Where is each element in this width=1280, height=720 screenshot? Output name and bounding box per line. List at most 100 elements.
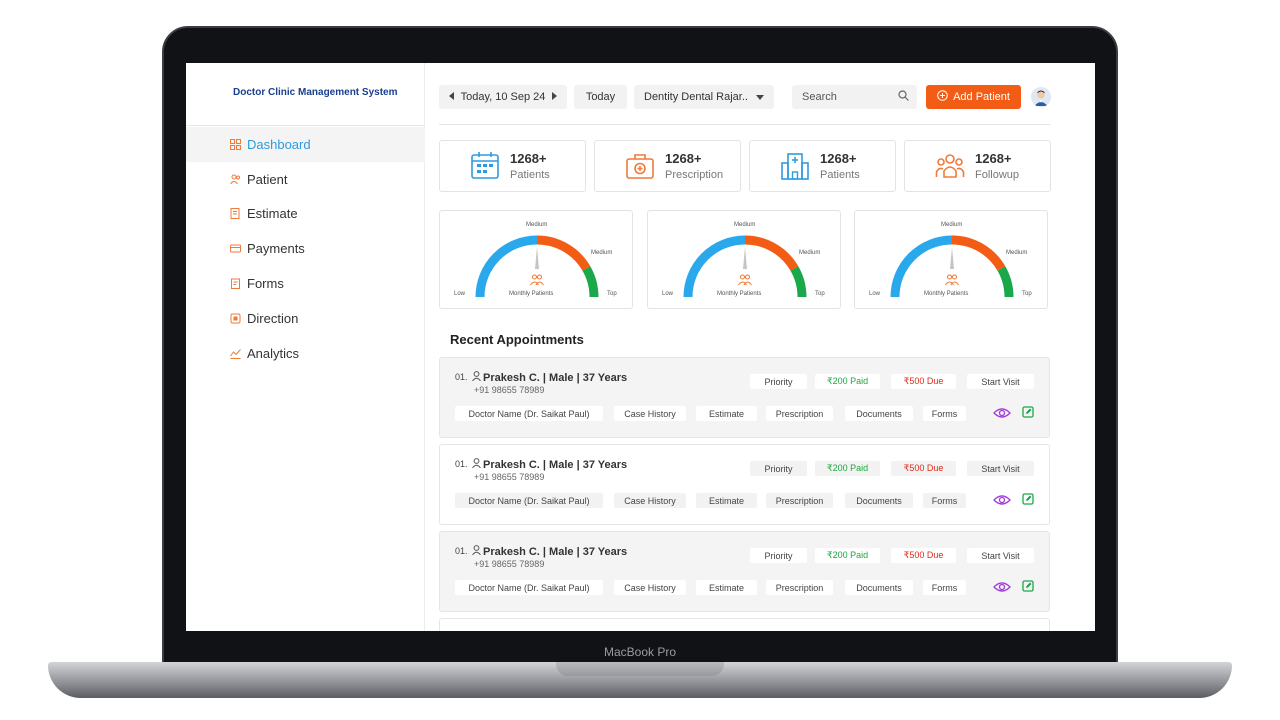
sidebar-item-estimate[interactable]: Estimate bbox=[186, 197, 425, 232]
edit-icon[interactable] bbox=[1022, 493, 1034, 505]
patient-name[interactable]: Prakesh C. | Male | 37 Years bbox=[472, 371, 627, 384]
appointment-number: 01. bbox=[455, 546, 468, 556]
sidebar-item-dashboard[interactable]: Dashboard bbox=[186, 127, 425, 162]
patient-name-text: Prakesh C. | Male | 37 Years bbox=[483, 458, 628, 471]
stat-label: Prescription bbox=[665, 169, 724, 181]
sidebar-item-analytics[interactable]: Analytics bbox=[186, 336, 425, 371]
gauge-top-label: Top bbox=[1022, 291, 1032, 297]
user-icon bbox=[472, 458, 481, 471]
patient-name[interactable]: Prakesh C. | Male | 37 Years bbox=[472, 458, 627, 471]
documents-button[interactable]: Documents bbox=[845, 493, 913, 508]
due-tag: ₹500 Due bbox=[891, 461, 956, 476]
prescription-button[interactable]: Prescription bbox=[766, 493, 833, 508]
payments-icon bbox=[230, 243, 241, 254]
search-input[interactable]: Search bbox=[792, 85, 917, 109]
paid-tag: ₹200 Paid bbox=[815, 461, 880, 476]
edit-icon[interactable] bbox=[1022, 580, 1034, 592]
start-visit-button[interactable]: Start Visit bbox=[967, 548, 1034, 563]
start-visit-button[interactable]: Start Visit bbox=[967, 461, 1034, 476]
gauge-medium-top-label: Medium bbox=[941, 222, 963, 228]
case-history-button[interactable]: Case History bbox=[614, 493, 686, 508]
sidebar-item-label: Direction bbox=[247, 310, 299, 326]
patient-name-text: Prakesh C. | Male | 37 Years bbox=[483, 371, 628, 384]
case-history-button[interactable]: Case History bbox=[614, 580, 686, 595]
gauge-card: Medium Medium Low Top Monthly Patients bbox=[854, 210, 1048, 309]
case-history-button[interactable]: Case History bbox=[614, 406, 686, 421]
estimate-icon bbox=[230, 208, 241, 220]
sidebar-item-patient[interactable]: Patient bbox=[186, 162, 425, 197]
today-button[interactable]: Today bbox=[574, 85, 627, 109]
forms-button[interactable]: Forms bbox=[923, 580, 966, 595]
eye-icon[interactable] bbox=[993, 580, 1011, 594]
appointment-card: 01. Prakesh C. | Male | 37 Years +91 986… bbox=[439, 444, 1050, 525]
user-icon bbox=[472, 545, 481, 558]
toolbar-divider bbox=[439, 124, 1050, 125]
forms-button[interactable]: Forms bbox=[923, 406, 966, 421]
appointment-card: 01. Prakesh C. | Male | 37 Years +91 986… bbox=[439, 357, 1050, 438]
stat-value: 1268+ bbox=[975, 151, 1012, 166]
sidebar: Doctor Clinic Management System Dashboar… bbox=[186, 63, 425, 631]
forms-button[interactable]: Forms bbox=[923, 493, 966, 508]
doctor-name-tag[interactable]: Doctor Name (Dr. Saikat Paul) bbox=[455, 493, 603, 508]
stat-label: Patients bbox=[510, 169, 550, 181]
gauge-chart bbox=[683, 235, 807, 298]
estimate-button[interactable]: Estimate bbox=[696, 493, 757, 508]
sidebar-item-direction[interactable]: Direction bbox=[186, 301, 425, 336]
add-patient-label: Add Patient bbox=[953, 91, 1010, 103]
sidebar-item-payments[interactable]: Payments bbox=[186, 231, 425, 266]
gauge-medium-right-label: Medium bbox=[591, 250, 613, 256]
eye-icon[interactable] bbox=[993, 493, 1011, 507]
calendar-icon bbox=[470, 151, 500, 181]
patient-name-text: Prakesh C. | Male | 37 Years bbox=[483, 545, 628, 558]
recent-appointments-title: Recent Appointments bbox=[450, 332, 584, 347]
clinic-select[interactable]: Dentity Dental Rajar.. bbox=[634, 85, 774, 109]
documents-button[interactable]: Documents bbox=[845, 406, 913, 421]
estimate-button[interactable]: Estimate bbox=[696, 406, 757, 421]
stat-card[interactable]: 1268+ Patients bbox=[439, 140, 586, 192]
appointment-number: 01. bbox=[455, 459, 468, 469]
doctor-name-tag[interactable]: Doctor Name (Dr. Saikat Paul) bbox=[455, 580, 603, 595]
add-patient-button[interactable]: Add Patient bbox=[926, 85, 1021, 109]
sidebar-item-label: Payments bbox=[247, 241, 305, 257]
app-title: Doctor Clinic Management System bbox=[233, 87, 398, 98]
chevron-left-icon[interactable] bbox=[448, 91, 455, 103]
gauge-low-label: Low bbox=[662, 291, 674, 297]
user-avatar[interactable] bbox=[1031, 87, 1051, 107]
doctor-name-tag[interactable]: Doctor Name (Dr. Saikat Paul) bbox=[455, 406, 603, 421]
chevron-right-icon[interactable] bbox=[551, 91, 558, 103]
priority-tag[interactable]: Priority bbox=[750, 461, 807, 476]
documents-button[interactable]: Documents bbox=[845, 580, 913, 595]
sidebar-item-forms[interactable]: Forms bbox=[186, 266, 425, 301]
stat-label: Followup bbox=[975, 169, 1020, 181]
edit-icon[interactable] bbox=[1022, 406, 1034, 418]
prescription-button[interactable]: Prescription bbox=[766, 580, 833, 595]
sidebar-item-label: Analytics bbox=[247, 345, 300, 361]
eye-icon[interactable] bbox=[993, 406, 1011, 420]
sidebar-nav: Dashboard Patient Estimate bbox=[186, 127, 425, 371]
estimate-button[interactable]: Estimate bbox=[696, 580, 757, 595]
priority-tag[interactable]: Priority bbox=[750, 374, 807, 389]
search-icon[interactable] bbox=[898, 90, 909, 104]
prescription-button[interactable]: Prescription bbox=[766, 406, 833, 421]
search-placeholder: Search bbox=[802, 91, 837, 103]
stat-card[interactable]: 1268+ Followup bbox=[904, 140, 1051, 192]
gauge-medium-right-label: Medium bbox=[1006, 250, 1028, 256]
appointment-card-partial bbox=[439, 618, 1050, 631]
patient-phone: +91 98655 78989 bbox=[474, 385, 545, 395]
stats-row: 1268+ Patients 1268+ Prescription 1268 bbox=[439, 140, 1051, 192]
sidebar-item-label: Patient bbox=[247, 171, 288, 187]
chevron-down-icon bbox=[755, 91, 764, 103]
patient-name[interactable]: Prakesh C. | Male | 37 Years bbox=[472, 545, 627, 558]
gauge-caption: Monthly Patients bbox=[717, 291, 762, 297]
stat-card[interactable]: 1268+ Prescription bbox=[594, 140, 741, 192]
start-visit-button[interactable]: Start Visit bbox=[967, 374, 1034, 389]
stat-card[interactable]: 1268+ Patients bbox=[749, 140, 896, 192]
forms-icon bbox=[230, 278, 241, 290]
stat-value: 1268+ bbox=[820, 151, 857, 166]
device-label: MacBook Pro bbox=[603, 645, 677, 659]
clinic-select-value: Dentity Dental Rajar.. bbox=[644, 91, 748, 103]
sidebar-item-label: Forms bbox=[247, 276, 284, 292]
priority-tag[interactable]: Priority bbox=[750, 548, 807, 563]
gauge-chart bbox=[475, 235, 599, 298]
